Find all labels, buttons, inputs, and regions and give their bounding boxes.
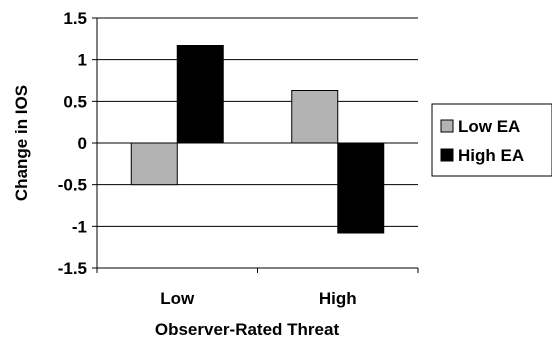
axes (92, 17, 419, 273)
y-tick-label: -0.5 (58, 176, 87, 195)
bar (337, 142, 385, 234)
y-tick-label: -1.5 (58, 259, 87, 278)
legend: Low EA High EA (431, 103, 552, 177)
y-tick-label: 1 (78, 51, 87, 70)
bar (130, 142, 178, 186)
legend-label-high-ea: High EA (458, 146, 524, 165)
x-tick-label: High (319, 289, 357, 308)
y-tick-labels: 1.5 1 0.5 0 -0.5 -1 -1.5 (58, 9, 87, 278)
y-tick-label: -1 (72, 217, 87, 236)
y-tick-label: 0 (78, 134, 87, 153)
x-axis-title: Observer-Rated Threat (155, 320, 340, 339)
y-axis-title: Change in IOS (12, 85, 31, 201)
y-tick-label: 1.5 (63, 9, 87, 28)
legend-box (431, 103, 552, 177)
y-tick-label: 0.5 (63, 92, 87, 111)
x-tick-labels: Low High (160, 289, 356, 308)
bar (291, 90, 339, 144)
x-tick-label: Low (160, 289, 195, 308)
bars (130, 45, 385, 234)
legend-swatch-low-ea (440, 119, 454, 133)
legend-label-low-ea: Low EA (458, 117, 520, 136)
legend-swatch-high-ea (440, 148, 454, 162)
bar (176, 45, 224, 144)
